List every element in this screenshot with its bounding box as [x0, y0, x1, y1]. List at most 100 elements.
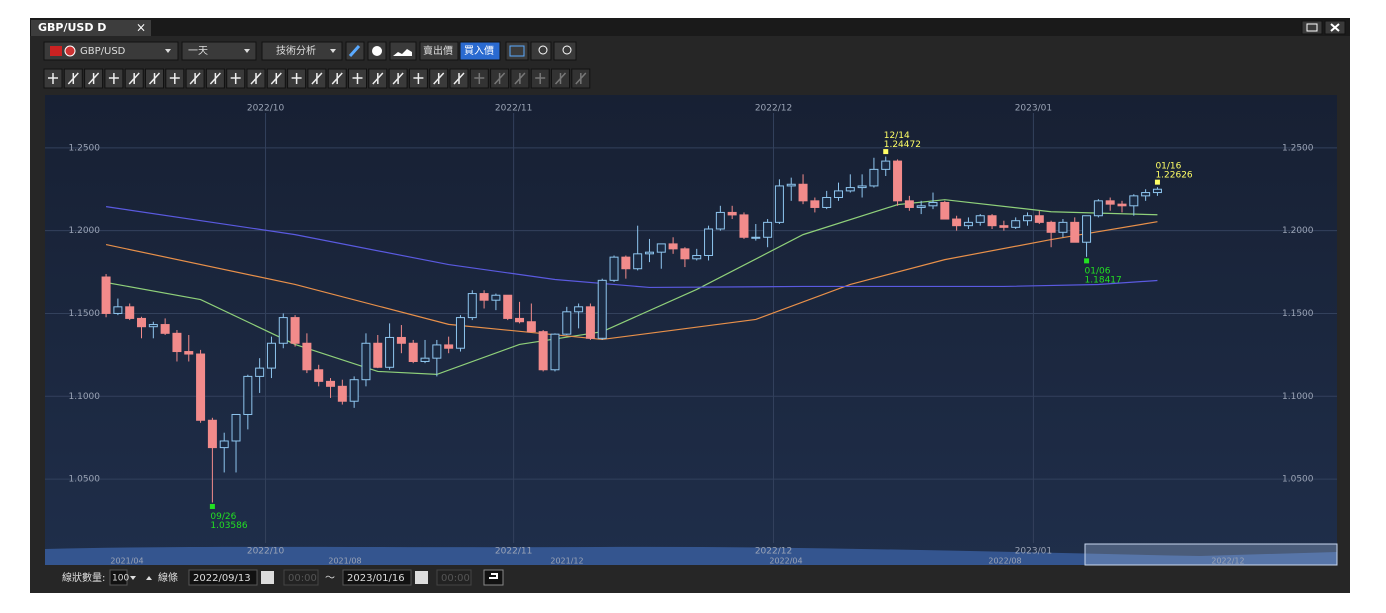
- candle-body: [1058, 221, 1068, 233]
- candle-body: [503, 294, 513, 319]
- x-tick-label: 2022/10: [247, 104, 285, 114]
- x-tick-label-bottom: 2022/10: [247, 547, 285, 557]
- tool-icon: [270, 72, 282, 85]
- dropdown-arrow: [330, 49, 336, 53]
- candle-body: [420, 357, 430, 362]
- tool-icon: [575, 72, 587, 85]
- tool-icon: [433, 72, 445, 85]
- auto-button[interactable]: [505, 41, 529, 61]
- candle-body: [975, 215, 985, 223]
- candle-body: [1129, 195, 1139, 207]
- count: 100: [112, 574, 129, 584]
- period-dropdown[interactable]: [181, 41, 257, 61]
- extreme-value: 1.18417: [1085, 275, 1122, 285]
- candle-body: [692, 254, 702, 260]
- candle-body: [1082, 215, 1092, 243]
- tool-icon: [554, 72, 567, 85]
- analysis: 技術分析: [276, 44, 316, 57]
- candle-body: [550, 333, 560, 371]
- x-tick-label-bottom: 2022/11: [495, 547, 532, 557]
- candle-body: [101, 276, 111, 314]
- candle-body: [207, 419, 217, 449]
- y-tick-label-right: 1.2500: [1282, 143, 1314, 153]
- x-tick-label-bottom: 2023/01: [1015, 547, 1052, 557]
- return-icon: [489, 573, 498, 579]
- candle-body: [515, 317, 525, 323]
- extreme-marker: [883, 149, 889, 155]
- sell-label: 賣出價: [423, 44, 453, 57]
- tool-icon: [352, 73, 363, 84]
- navigator-area: [45, 546, 1337, 565]
- analysis-dropdown[interactable]: [261, 41, 343, 61]
- candle-body: [774, 185, 784, 223]
- candle-body: [822, 197, 832, 208]
- tool-icon: [108, 73, 119, 84]
- count-arrows[interactable]: [130, 576, 152, 580]
- calendar-icon[interactable]: [415, 571, 428, 584]
- candle-body: [255, 367, 265, 377]
- end-date-box[interactable]: [342, 569, 412, 586]
- y-tick-label-right: 1.0500: [1282, 475, 1314, 485]
- tool-icon: [413, 73, 424, 84]
- info-icon: [372, 46, 382, 56]
- count-box[interactable]: [109, 569, 128, 586]
- candle-body: [243, 375, 253, 415]
- candle-body: [196, 353, 206, 421]
- tool-icon: [291, 73, 302, 84]
- auto-icon: [509, 45, 525, 57]
- zoom-out-button[interactable]: [530, 41, 552, 61]
- candle-body: [763, 221, 773, 238]
- y-tick-label: 1.1000: [69, 392, 101, 402]
- x-tick-label: 2022/12: [755, 104, 792, 114]
- candle-body: [928, 201, 938, 207]
- start-time-box: [283, 569, 319, 586]
- zoom-in-button[interactable]: [553, 41, 577, 61]
- navigator-window[interactable]: [1084, 543, 1338, 566]
- candle-body: [727, 211, 737, 216]
- candle-body: [302, 342, 312, 371]
- start-date-box[interactable]: [188, 569, 258, 586]
- candle-body: [266, 342, 276, 369]
- flag-uk: [50, 46, 62, 56]
- buy-button[interactable]: [459, 41, 501, 61]
- candle-body: [999, 225, 1009, 228]
- moving-average: [105, 206, 1158, 289]
- navigator-label: 2022/04: [769, 557, 802, 566]
- chart-type-button[interactable]: [389, 41, 417, 61]
- candle-body: [574, 306, 584, 313]
- extreme-date: 01/06: [1085, 266, 1111, 276]
- navigator-label: 2021/08: [328, 557, 361, 566]
- candle-body: [893, 160, 903, 202]
- tool-icon: [189, 72, 201, 85]
- candle-body: [314, 369, 324, 382]
- tool-icon: [148, 72, 161, 85]
- candle-body: [432, 344, 442, 359]
- candle-body: [715, 211, 725, 230]
- tool-icon: [209, 72, 221, 85]
- maximize-button[interactable]: [1301, 20, 1323, 35]
- tool-icon: [331, 72, 343, 85]
- extreme-date: 09/26: [210, 512, 236, 522]
- tool-icon: [474, 73, 485, 84]
- sell-button[interactable]: [419, 41, 459, 61]
- symbol-dropdown[interactable]: [43, 41, 179, 61]
- extreme-date: 12/14: [884, 131, 910, 141]
- extreme-marker: [209, 503, 215, 509]
- navigator-label: 2021/04: [110, 557, 143, 566]
- candle-body: [633, 253, 643, 270]
- calendar-icon[interactable]: [261, 571, 274, 584]
- candle-body: [810, 200, 820, 208]
- candle-body: [833, 190, 843, 199]
- tab-close[interactable]: ×: [136, 21, 146, 35]
- tool-icon: [230, 73, 241, 84]
- candle-body: [1034, 215, 1044, 223]
- candle-body: [751, 236, 761, 239]
- tab[interactable]: [31, 20, 151, 36]
- tool-icon: [48, 73, 58, 84]
- extreme-value: 1.24472: [884, 140, 921, 150]
- candle-body: [455, 317, 465, 349]
- candle-body: [113, 306, 123, 314]
- plot-area[interactable]: [45, 95, 1337, 565]
- candle-body: [137, 317, 147, 328]
